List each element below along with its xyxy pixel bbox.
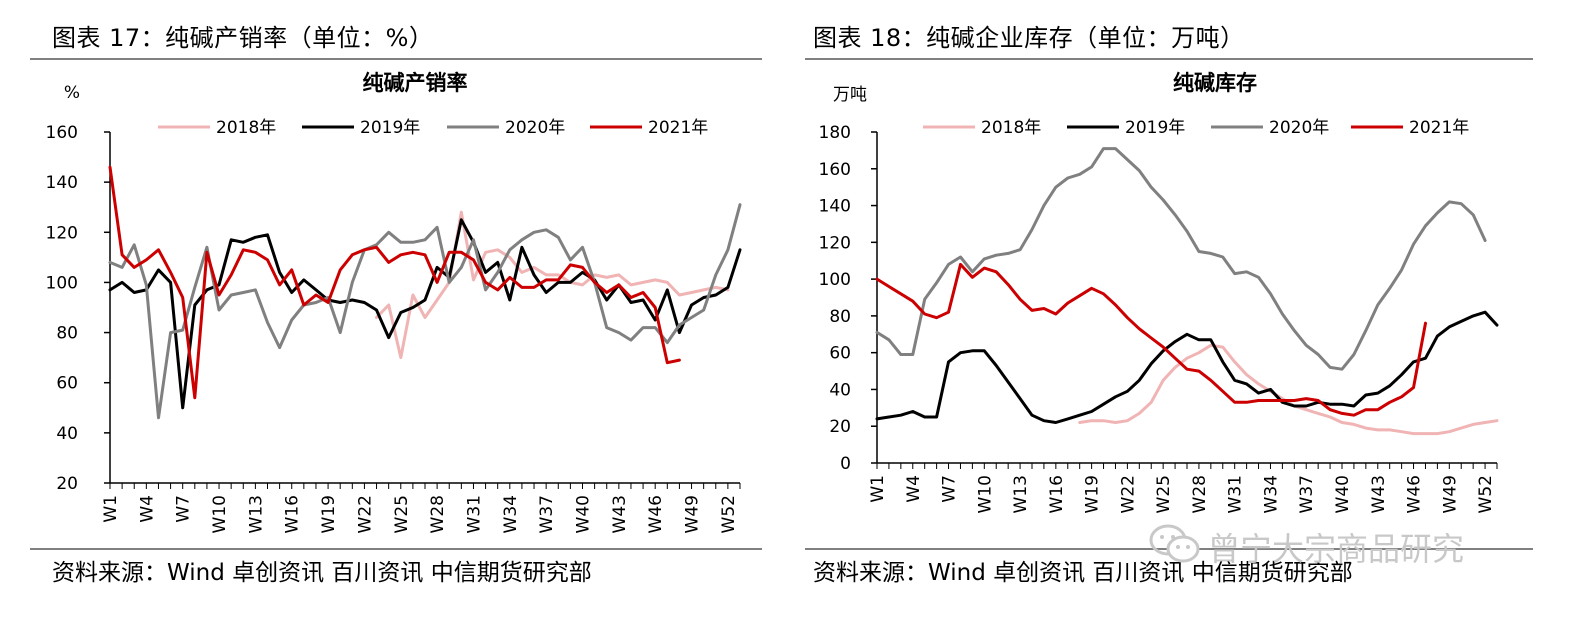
x-tick-label: W22 — [1118, 475, 1138, 513]
y-axis-label: % — [64, 83, 80, 103]
top-rule — [30, 58, 762, 60]
chart-title: 纯碱库存 — [1173, 71, 1257, 95]
x-tick-label: W52 — [719, 495, 739, 533]
y-tick-label: 120 — [46, 223, 78, 243]
series-line-2019年 — [875, 310, 1499, 424]
x-tick-label: W28 — [428, 495, 448, 533]
y-tick-label: 20 — [56, 474, 78, 494]
y-tick-label: 0 — [840, 454, 851, 474]
source-note: 资料来源：Wind 卓创资讯 百川资讯 中信期货研究部 — [813, 560, 1353, 586]
x-tick-label: W22 — [355, 495, 375, 533]
x-tick-label: W7 — [174, 495, 194, 523]
y-tick-label: 140 — [46, 173, 78, 193]
x-tick-label: W34 — [1261, 475, 1281, 513]
x-tick-label: W16 — [283, 495, 303, 533]
chart-title: 纯碱产销率 — [363, 71, 468, 95]
y-tick-label: 60 — [56, 374, 78, 394]
x-tick-label: W19 — [1083, 475, 1103, 513]
x-tick-label: W25 — [1154, 475, 1174, 513]
legend-label: 2018年 — [981, 118, 1041, 138]
y-tick-label: 40 — [56, 424, 78, 444]
x-tick-label: W37 — [537, 495, 557, 533]
bottom-rule — [30, 548, 762, 550]
series-line-2018年 — [375, 210, 730, 360]
legend-label: 2021年 — [1409, 118, 1469, 138]
legend-label: 2018年 — [216, 118, 276, 138]
series-line-2018年 — [1078, 343, 1499, 436]
y-tick-label: 40 — [829, 380, 851, 400]
series-line-2021年 — [875, 262, 1427, 417]
x-tick-label: W10 — [975, 475, 995, 513]
x-tick-label: W25 — [392, 495, 412, 533]
top-rule — [805, 58, 1533, 60]
x-tick-label: W43 — [1369, 475, 1389, 513]
x-tick-label: W37 — [1297, 475, 1317, 513]
y-tick-label: 160 — [46, 123, 78, 143]
legend-label: 2020年 — [1269, 118, 1329, 138]
x-tick-label: W4 — [137, 495, 157, 523]
y-tick-label: 60 — [829, 344, 851, 364]
y-axis-label: 万吨 — [833, 85, 867, 105]
sales-ratio-chart: 纯碱产销率% 20 40 60 80 100 120 140 160 W1 W4 W7 W10 W13 W1… — [46, 71, 742, 533]
x-tick-label: W13 — [1011, 475, 1031, 513]
watermark: 曾宁大宗商品研究 — [1148, 522, 1548, 568]
figure-18: 图表 18：纯碱企业库存（单位：万吨） 纯碱库存万吨 0 20 40 60 80 100 12… — [805, 0, 1595, 625]
figure-17: 图表 17：纯碱产销率（单位：%） 纯碱产销率% 20 40 60 80 100 120 14… — [0, 0, 790, 625]
x-tick-label: W31 — [464, 495, 484, 533]
y-tick-label: 20 — [829, 417, 851, 437]
y-tick-label: 180 — [819, 123, 851, 143]
x-tick-label: W1 — [101, 495, 121, 523]
y-tick-label: 120 — [819, 233, 851, 253]
wechat-icon — [1149, 524, 1200, 563]
x-tick-label: W7 — [940, 475, 960, 503]
series-line-2021年 — [108, 165, 681, 400]
legend-label: 2019年 — [360, 118, 420, 138]
watermark-text: 曾宁大宗商品研究 — [1208, 530, 1465, 568]
legend-label: 2019年 — [1125, 118, 1185, 138]
y-tick-label: 80 — [56, 324, 78, 344]
legend-label: 2020年 — [505, 118, 565, 138]
x-tick-label: W28 — [1190, 475, 1210, 513]
y-tick-label: 160 — [819, 160, 851, 180]
x-tick-label: W1 — [868, 475, 888, 503]
y-tick-label: 100 — [819, 270, 851, 290]
x-tick-label: W49 — [683, 495, 703, 533]
series-line-2020年 — [108, 203, 742, 420]
y-tick-label: 140 — [819, 197, 851, 217]
x-tick-label: W13 — [246, 495, 266, 533]
x-tick-label: W40 — [574, 495, 594, 533]
x-tick-label: W46 — [646, 495, 666, 533]
y-tick-label: 100 — [46, 273, 78, 293]
x-tick-label: W34 — [501, 495, 521, 533]
y-tick-label: 80 — [829, 307, 851, 327]
series-line-2020年 — [875, 147, 1487, 371]
x-tick-label: W16 — [1047, 475, 1067, 513]
x-tick-label: W49 — [1440, 475, 1460, 513]
x-tick-label: W10 — [210, 495, 230, 533]
x-tick-label: W31 — [1226, 475, 1246, 513]
x-tick-label: W40 — [1333, 475, 1353, 513]
source-note: 资料来源：Wind 卓创资讯 百川资讯 中信期货研究部 — [52, 560, 592, 586]
x-tick-label: W43 — [610, 495, 630, 533]
x-tick-label: W52 — [1476, 475, 1496, 513]
x-tick-label: W46 — [1405, 475, 1425, 513]
x-tick-label: W19 — [319, 495, 339, 533]
x-tick-label: W4 — [904, 475, 924, 503]
legend-label: 2021年 — [648, 118, 708, 138]
figure-caption: 图表 18：纯碱企业库存（单位：万吨） — [813, 24, 1245, 52]
series-line-2019年 — [108, 218, 742, 410]
figure-caption: 图表 17：纯碱产销率（单位：%） — [52, 24, 434, 52]
